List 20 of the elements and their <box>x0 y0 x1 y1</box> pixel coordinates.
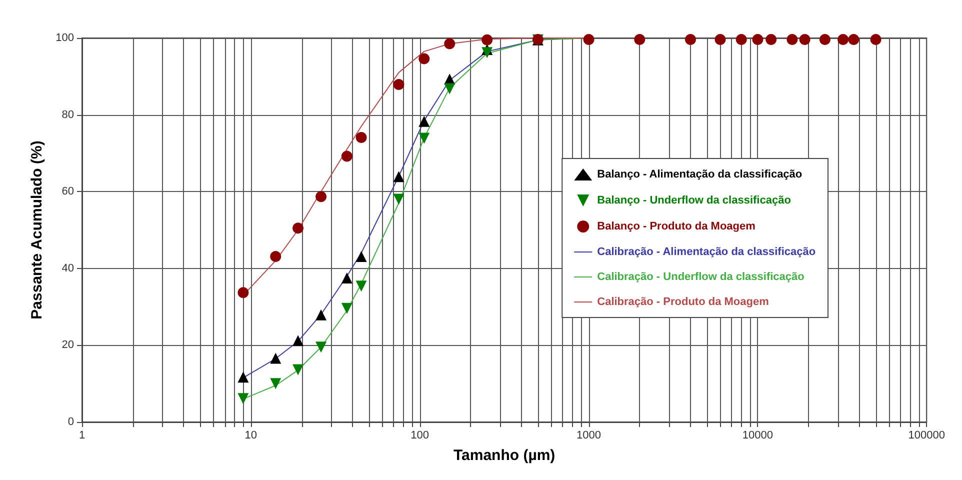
y-tick-label: 60 <box>62 186 74 198</box>
legend-label: Balanço - Underflow da classificação <box>597 194 792 206</box>
y-tick-label: 100 <box>56 32 74 44</box>
y-tick-label: 0 <box>68 416 74 428</box>
x-tick-label: 100 <box>410 430 430 442</box>
x-tick-label: 10000 <box>742 430 774 442</box>
legend-label: Calibração - Produto da Moagem <box>597 296 770 308</box>
y-tick-label: 20 <box>62 339 74 352</box>
x-tick-label: 1000 <box>576 430 602 442</box>
x-tick-label: 1 <box>78 430 86 442</box>
y-tick-label: 40 <box>62 262 74 274</box>
legend-label: Balanço - Produto da Moagem <box>597 220 756 232</box>
x-tick-label: 100000 <box>908 430 946 442</box>
x-axis-title: Tamanho (µm) <box>453 447 556 464</box>
y-tick-label: 80 <box>62 108 74 121</box>
x-tick-label: 10 <box>244 430 258 442</box>
y-axis-title: Passante Acumulado (%) <box>28 140 46 320</box>
legend-label: Balanço - Alimentação da classificação <box>597 168 802 180</box>
legend-label: Calibração - Underflow da classificação <box>597 271 805 283</box>
legend-label: Calibração - Alimentação da classificação <box>597 246 816 258</box>
